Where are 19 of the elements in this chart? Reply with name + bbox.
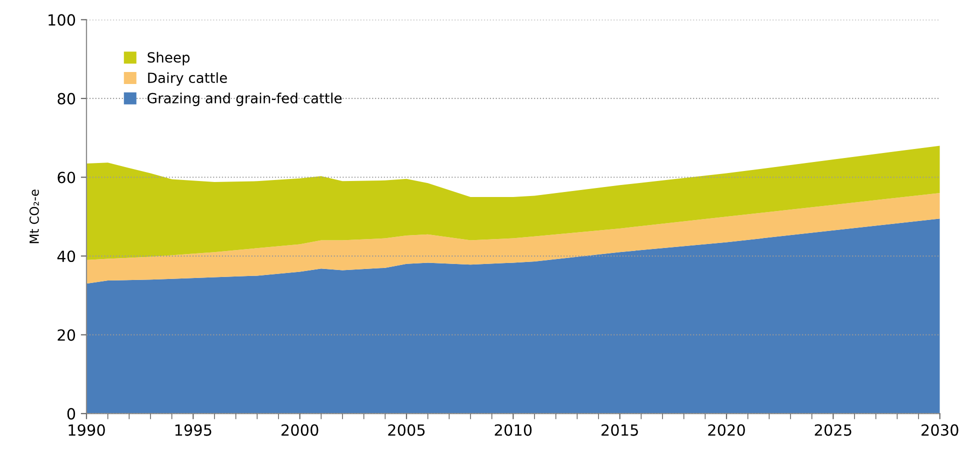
- x-tick-label: 2020: [708, 424, 745, 436]
- x-tick-label: 2025: [814, 424, 852, 436]
- y-tick-label: 80: [58, 92, 76, 104]
- y-tick-label: 0: [67, 408, 76, 420]
- x-tick-label: 2015: [602, 424, 638, 436]
- y-tick-label: 100: [48, 14, 76, 26]
- x-tick-label: 2010: [494, 424, 532, 436]
- x-tick-label: 2030: [922, 424, 958, 436]
- y-tick-label: 20: [58, 329, 76, 341]
- x-tick-label: 1995: [175, 424, 212, 436]
- legend-label: Grazing and grain-fed cattle: [148, 92, 342, 106]
- x-tick-label: 2000: [282, 424, 318, 436]
- y-axis-title: Mt CO₂-e: [29, 190, 39, 244]
- y-tick-label: 40: [57, 250, 76, 262]
- x-tick-label: 2005: [388, 424, 425, 436]
- legend-label: Dairy cattle: [148, 72, 227, 86]
- legend-label: Sheep: [148, 52, 190, 66]
- y-tick-label: 60: [58, 172, 76, 184]
- x-tick-label: 1990: [68, 424, 105, 436]
